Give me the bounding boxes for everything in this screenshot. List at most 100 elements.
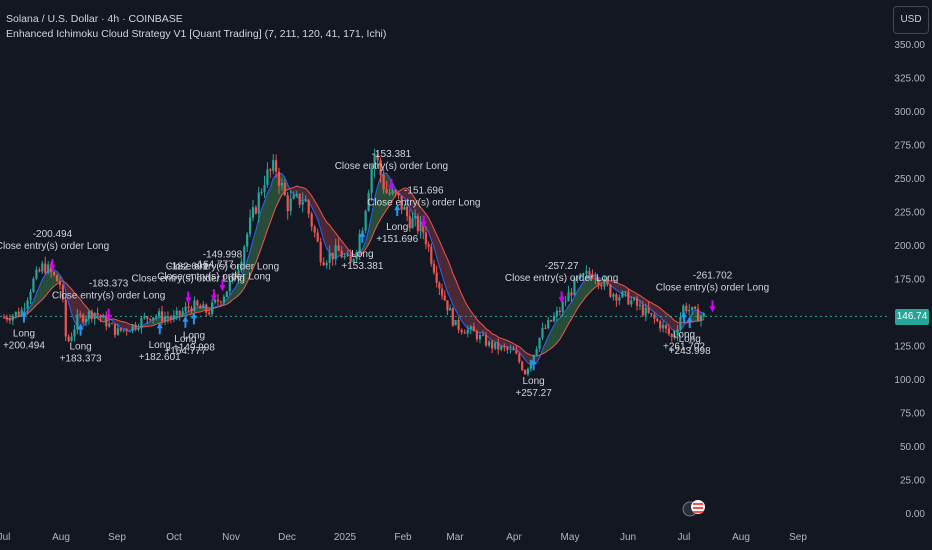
candle-body [664, 324, 668, 329]
cloud-segment [270, 178, 274, 223]
close-value: -200.494 [33, 229, 73, 240]
cloud-segment [452, 273, 456, 310]
cloud-segment [412, 194, 416, 216]
cloud-segment [255, 218, 259, 263]
entry-value: +153.381 [341, 261, 383, 272]
candle-body [443, 295, 446, 301]
y-tick-label: 200.00 [894, 241, 925, 252]
candle-body [491, 341, 494, 349]
close-label: Close entry(s) order Long [656, 282, 769, 293]
candle-body [600, 284, 603, 287]
candle-body [211, 302, 214, 315]
flag-icon[interactable] [682, 500, 705, 517]
candle-body [379, 160, 382, 175]
candle-body [376, 154, 379, 161]
candle-body [647, 307, 650, 313]
candle-body [319, 241, 322, 263]
candle-body [567, 292, 570, 302]
candle-body [193, 300, 196, 312]
candle-body [11, 315, 14, 321]
candle-body [134, 324, 137, 329]
candle-body [29, 291, 32, 301]
candle-body [260, 191, 263, 193]
candle-body [113, 323, 117, 335]
candle-body [298, 193, 301, 205]
entry-label: Long [522, 376, 544, 387]
cloud-segment [273, 174, 277, 215]
candle-body [438, 282, 441, 289]
trade-markers [20, 178, 716, 371]
candle-body [125, 329, 128, 332]
close-arrow-icon [558, 291, 565, 304]
cloud-segment [586, 274, 590, 297]
cloud-segment [305, 188, 309, 202]
candle-body [248, 217, 252, 234]
x-tick-label: Oct [166, 532, 182, 543]
candle-body [266, 169, 269, 186]
base-line [3, 185, 705, 357]
candle-body [131, 324, 134, 332]
strategy-title[interactable]: Enhanced Ichimoku Cloud Strategy V1 [Qua… [6, 28, 387, 40]
candle-body [427, 244, 430, 247]
candle-body [529, 360, 532, 369]
candle-body [231, 273, 234, 281]
cloud-segment [554, 320, 557, 347]
current-price-tag: 146.74 [895, 309, 929, 325]
cloud-segment [492, 333, 496, 342]
x-tick-label: Jun [620, 532, 636, 543]
candle-body [411, 218, 414, 229]
y-tick-label: 0.00 [906, 509, 926, 520]
candle-body [343, 256, 346, 258]
cloud-segment [616, 282, 620, 293]
cloud-segment [420, 207, 424, 225]
cloud-segment [639, 295, 643, 305]
candle-body [328, 252, 331, 263]
candle-body [269, 169, 272, 171]
close-label: Close entry(s) order Long [0, 241, 109, 252]
candle-body [547, 320, 550, 329]
cloud-segment [660, 308, 664, 321]
entry-value: +243.998 [669, 346, 711, 357]
candle-body [603, 279, 606, 287]
candle-body [630, 300, 633, 305]
cloud-segment [317, 206, 321, 230]
candle-body [699, 316, 703, 321]
cloud-segment [476, 319, 480, 333]
candle-body [424, 232, 428, 245]
currency-button[interactable]: USD [893, 6, 929, 34]
symbol-title[interactable]: Solana / U.S. Dollar · 4h · COINBASE [6, 13, 183, 25]
candle-body [84, 318, 88, 323]
candle-body [641, 304, 644, 316]
candle-body [263, 185, 266, 192]
candle-body [5, 317, 9, 320]
candle-body [41, 263, 44, 272]
candle-body [208, 312, 211, 315]
candle-body [234, 273, 237, 278]
candle-body [676, 329, 679, 336]
cloud-segment [156, 316, 160, 325]
x-tick-label: Sep [789, 532, 807, 543]
cloud-segment [504, 339, 508, 348]
entry-value: +200.494 [3, 341, 45, 352]
cloud-segment [302, 187, 306, 201]
candle-body [661, 324, 665, 329]
cloud-segment [293, 186, 297, 197]
candle-body [633, 298, 636, 301]
chart-legend: Solana / U.S. Dollar · 4h · COINBASE Enh… [6, 12, 386, 42]
cloud-segment [651, 302, 655, 313]
cloud-segment [188, 310, 192, 315]
candle-body [44, 263, 47, 273]
candle-body [391, 190, 394, 194]
candle-body [163, 317, 167, 322]
cloud-segment [261, 201, 265, 247]
candle-body [325, 262, 328, 266]
cloud-segment [386, 173, 390, 210]
candle-body [541, 327, 544, 338]
candle-body [301, 201, 304, 205]
candle-body [414, 216, 417, 219]
cloud-segment [461, 294, 465, 325]
candle-body [588, 271, 591, 275]
close-arrow-icon [709, 300, 716, 313]
candle-body [190, 307, 193, 312]
